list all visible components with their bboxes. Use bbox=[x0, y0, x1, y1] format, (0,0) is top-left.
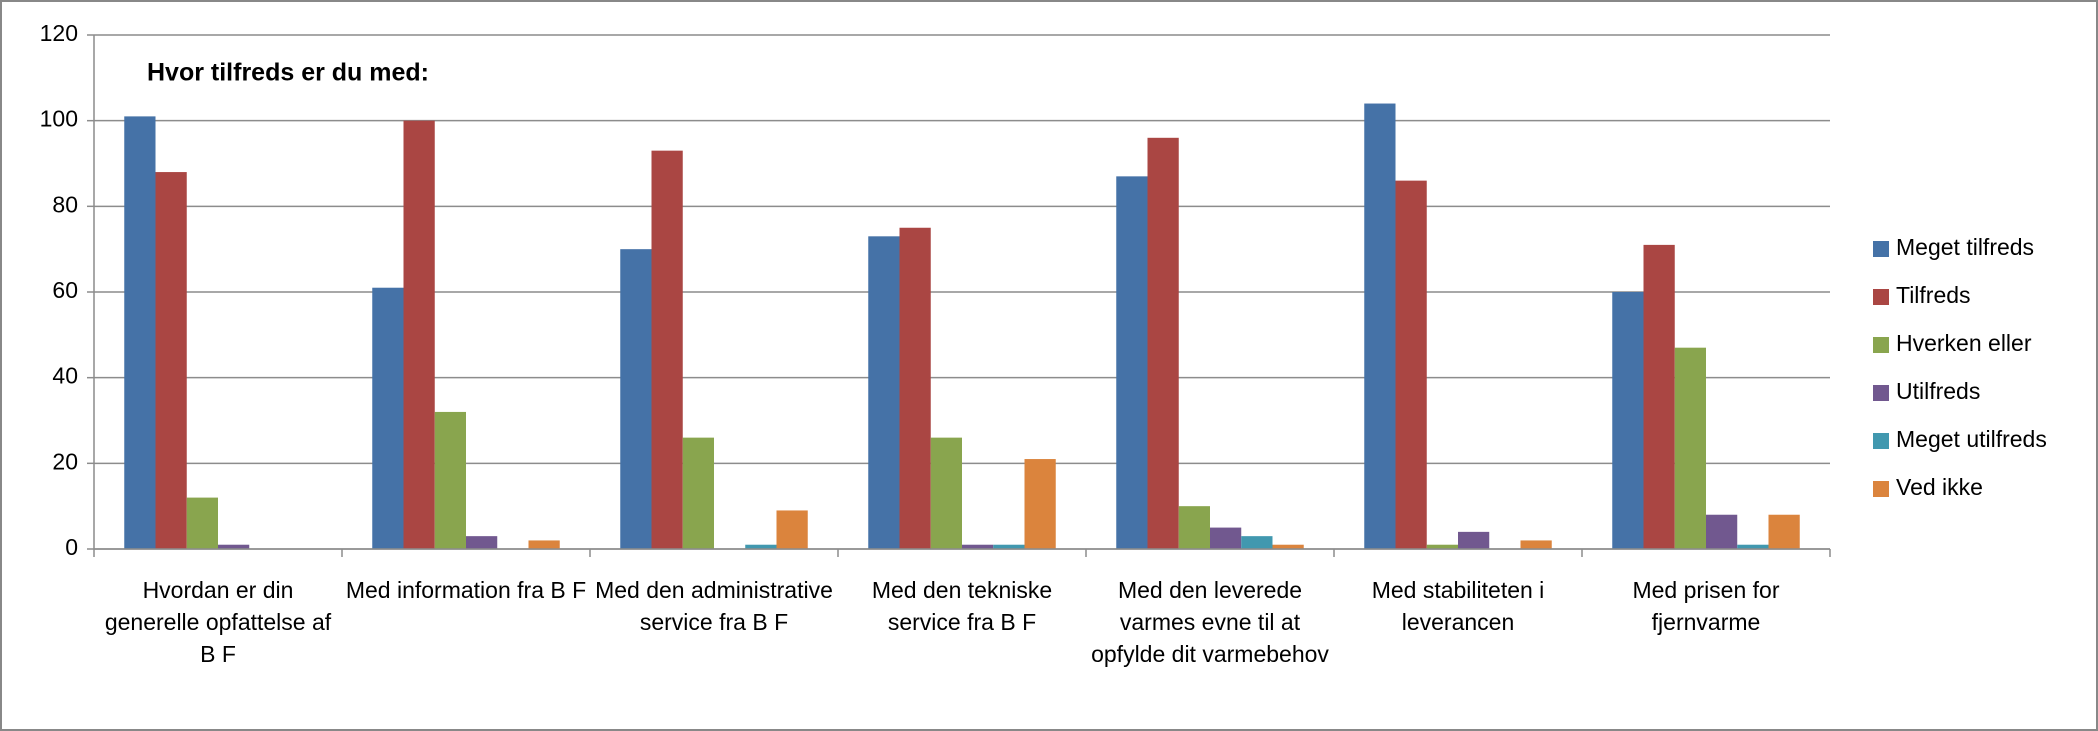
bar bbox=[962, 544, 994, 549]
bar bbox=[620, 249, 652, 549]
x-tick-label: Med den administrative service fra B F bbox=[595, 577, 833, 635]
x-tick-label: Med stabiliteten i leverancen bbox=[1371, 577, 1545, 635]
bar bbox=[528, 540, 560, 549]
y-tick-label: 60 bbox=[52, 277, 78, 303]
bar bbox=[403, 120, 435, 550]
bar bbox=[466, 536, 498, 549]
y-tick-label: 100 bbox=[40, 106, 78, 132]
legend-swatch bbox=[1873, 385, 1889, 401]
bar bbox=[899, 227, 931, 549]
bar bbox=[1426, 544, 1458, 549]
bar bbox=[218, 544, 250, 549]
bar bbox=[1241, 536, 1273, 549]
bar bbox=[1737, 544, 1769, 549]
bar bbox=[1272, 544, 1304, 549]
y-tick-label: 40 bbox=[52, 363, 78, 389]
bar bbox=[1395, 180, 1427, 549]
legend-swatch bbox=[1873, 337, 1889, 353]
y-tick-label: 0 bbox=[65, 534, 78, 560]
bar bbox=[776, 510, 808, 549]
legend-swatch bbox=[1873, 433, 1889, 449]
bar bbox=[1024, 459, 1056, 549]
legend-swatch bbox=[1873, 289, 1889, 305]
legend-label: Tilfreds bbox=[1896, 282, 1971, 308]
bar bbox=[186, 497, 218, 549]
bar bbox=[1210, 527, 1242, 549]
bar bbox=[682, 437, 714, 549]
legend-swatch bbox=[1873, 481, 1889, 497]
bar bbox=[1116, 176, 1148, 549]
bar bbox=[155, 172, 187, 550]
bar bbox=[434, 411, 466, 549]
bar bbox=[1612, 292, 1644, 549]
bar bbox=[124, 116, 156, 549]
bar bbox=[745, 544, 777, 549]
bar bbox=[1768, 514, 1800, 549]
bar bbox=[868, 236, 900, 550]
legend-label: Meget utilfreds bbox=[1896, 426, 2047, 452]
legend-label: Hverken eller bbox=[1896, 330, 2032, 356]
legend-label: Utilfreds bbox=[1896, 378, 1980, 404]
y-tick-label: 80 bbox=[52, 191, 78, 217]
x-tick-label: Med den tekniske service fra B F bbox=[871, 577, 1053, 635]
bar bbox=[1706, 514, 1738, 549]
y-tick-label: 120 bbox=[40, 20, 78, 46]
x-tick-label: Hvordan er din generelle opfattelse af B… bbox=[104, 577, 332, 667]
legend-label: Ved ikke bbox=[1896, 474, 1983, 500]
bar bbox=[930, 437, 962, 549]
bar bbox=[1364, 103, 1396, 550]
chart-title: Hvor tilfreds er du med: bbox=[147, 59, 429, 87]
bar bbox=[1643, 244, 1675, 549]
bar bbox=[1520, 540, 1552, 549]
bar bbox=[993, 544, 1025, 549]
legend-label: Meget tilfreds bbox=[1896, 234, 2034, 260]
bar bbox=[651, 150, 683, 549]
bar bbox=[1674, 347, 1706, 549]
bar bbox=[1458, 531, 1490, 549]
x-tick-label: Med prisen for fjernvarme bbox=[1632, 577, 1780, 635]
bar bbox=[1178, 506, 1210, 549]
bar bbox=[1147, 137, 1179, 550]
x-tick-label: Med den leverede varmes evne til at opfy… bbox=[1091, 577, 1329, 667]
legend-swatch bbox=[1873, 241, 1889, 257]
y-tick-label: 20 bbox=[52, 448, 78, 474]
bar bbox=[372, 287, 404, 549]
x-tick-label: Med information fra B F bbox=[345, 577, 587, 603]
